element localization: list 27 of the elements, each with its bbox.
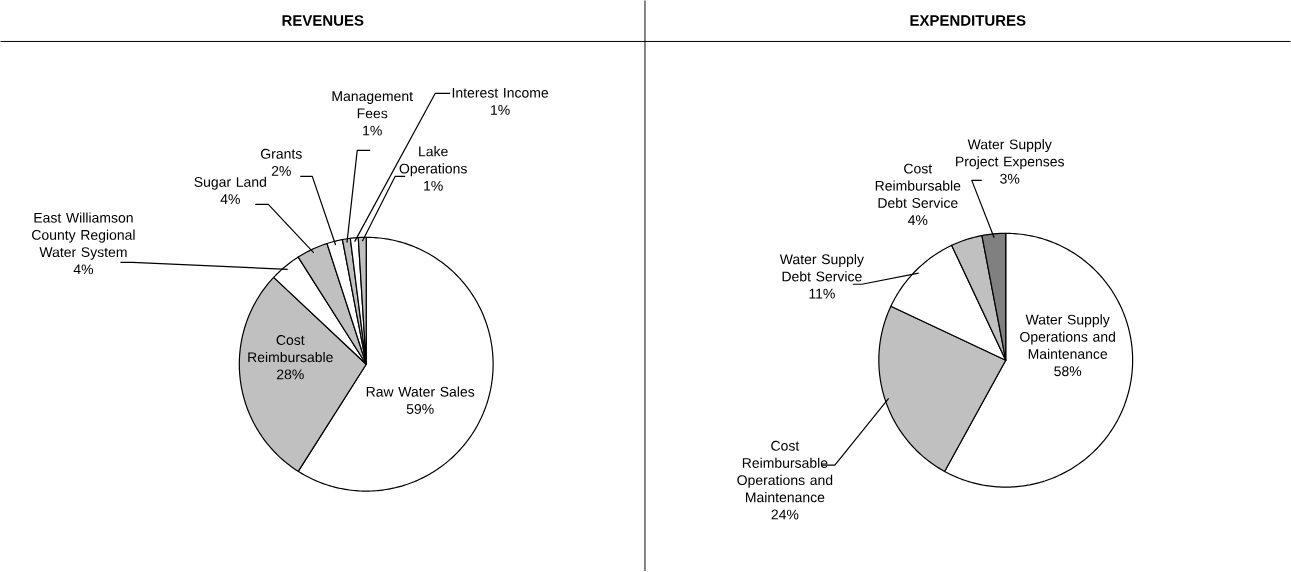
slice-label: Cost Reimbursable — [248, 335, 333, 363]
data-label: 4% — [73, 264, 94, 275]
data-label: 4% — [908, 215, 928, 226]
slice-label: Raw Water Sales — [366, 386, 475, 397]
data-label: 11% — [809, 289, 835, 299]
data-label: 24% — [771, 509, 799, 520]
slice-label: Water Supply Operations and Maintenance — [1020, 314, 1115, 360]
data-label: 1% — [363, 125, 382, 136]
data-label: 59% — [406, 404, 434, 415]
chart-title: EXPENDITURES — [910, 15, 1026, 27]
data-label: 4% — [220, 194, 240, 205]
slice-label: Water Supply Debt Service — [779, 254, 864, 282]
slice-label: Grants — [260, 149, 302, 159]
slice-label: East Williamson County Regional Water System — [32, 212, 135, 261]
data-label: 28% — [276, 369, 304, 380]
data-label: 2% — [271, 166, 291, 177]
slice-label: Lake Operations — [399, 146, 467, 177]
chart-title: REVENUES — [282, 15, 364, 27]
slice-label: Sugar Land — [194, 176, 266, 190]
data-label: 1% — [491, 105, 510, 116]
data-label: 3% — [1000, 174, 1020, 184]
data-label: 1% — [424, 181, 443, 191]
slice-label: Water Supply Project Expenses — [956, 139, 1065, 170]
slice-label: Management Fees — [332, 91, 413, 119]
data-label: 58% — [1054, 366, 1082, 377]
slice-label: Cost Reimbursable Operations and Maintenance — [737, 441, 833, 503]
slice-label: Interest Income — [452, 88, 549, 98]
